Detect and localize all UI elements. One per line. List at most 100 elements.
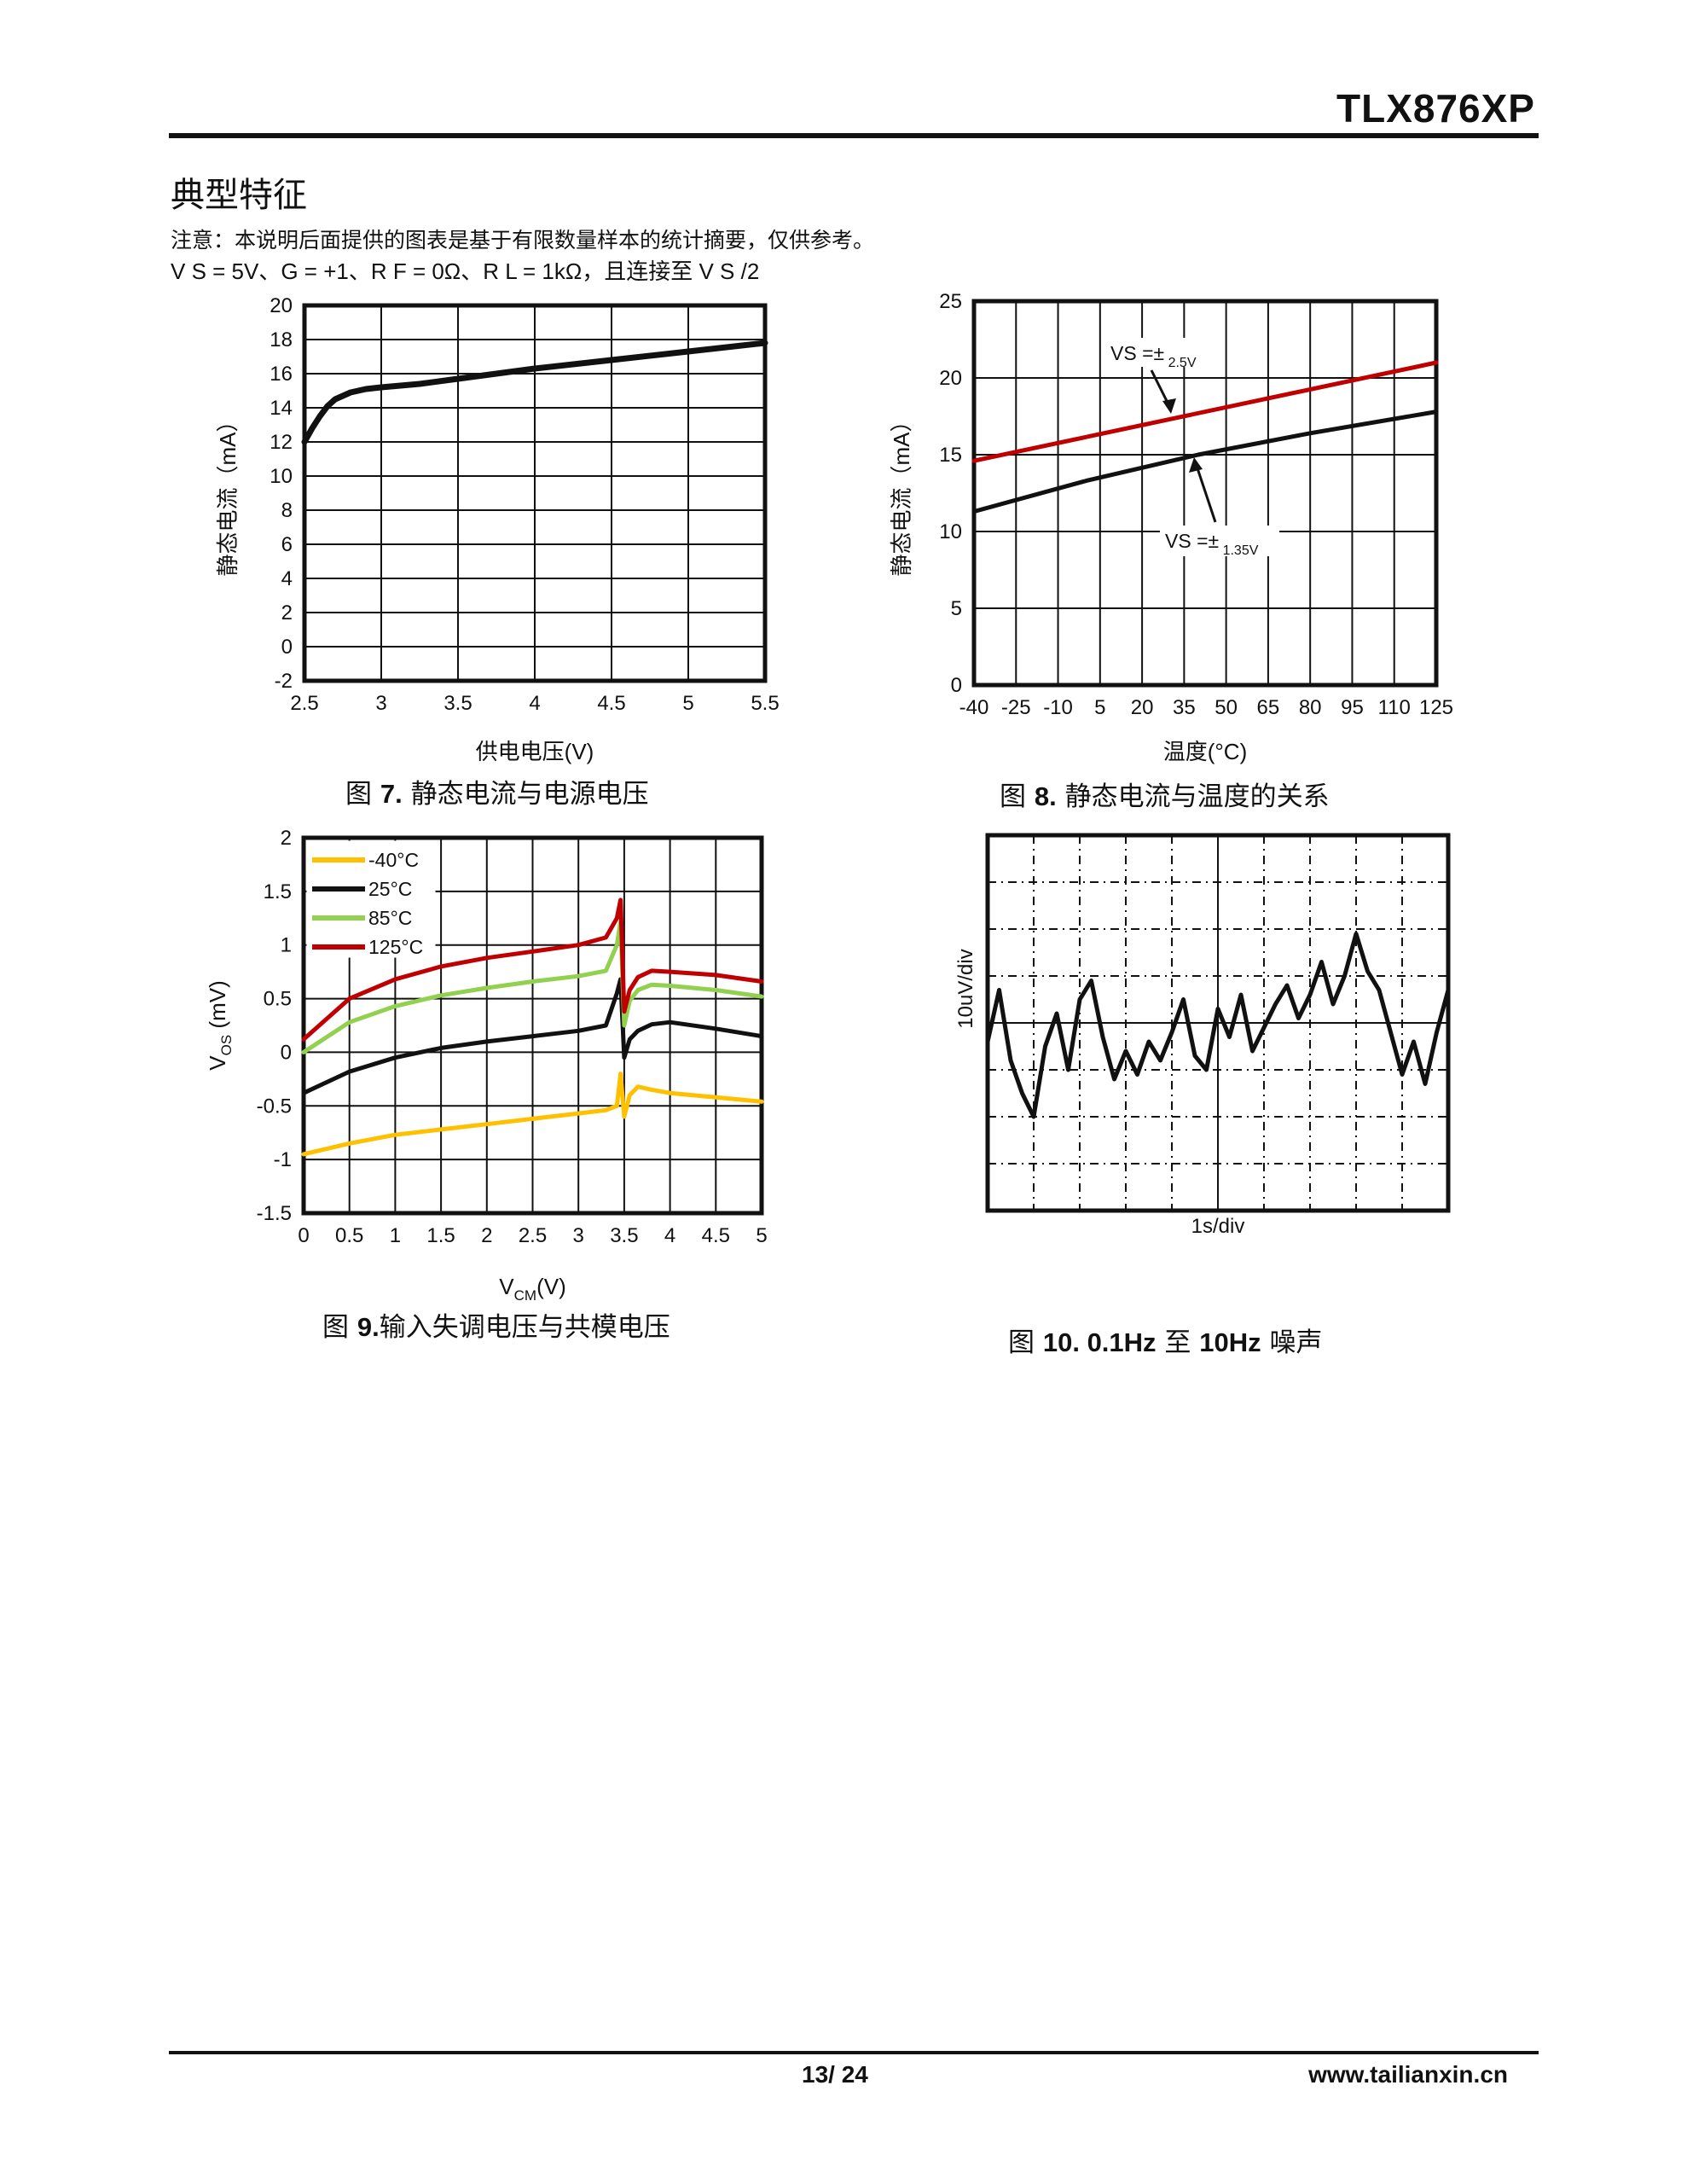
x-tick-label: 5 bbox=[682, 692, 693, 715]
y-tick-label: 2 bbox=[281, 601, 293, 624]
x-tick-label: 5 bbox=[756, 1224, 767, 1247]
y-tick-label: 1.5 bbox=[264, 880, 292, 903]
x-tick-label: 110 bbox=[1378, 696, 1411, 719]
annotation-vs-2p5v-main: VS =± bbox=[1110, 342, 1164, 364]
y-tick-label: 12 bbox=[270, 431, 293, 454]
series-line-2 bbox=[301, 919, 764, 1054]
y-tick-label: -1 bbox=[274, 1148, 292, 1171]
y-tick-label: 8 bbox=[281, 499, 293, 522]
x-tick-label: 0 bbox=[298, 1224, 309, 1247]
section-title: 典型特征 bbox=[171, 176, 307, 215]
legend-label-0: -40°C bbox=[368, 849, 419, 871]
x-tick-label: 0.5 bbox=[335, 1224, 363, 1247]
x-tick-label: 3.5 bbox=[610, 1224, 638, 1247]
y-tick-label: 18 bbox=[270, 328, 293, 351]
y-tick-label: -2 bbox=[275, 670, 293, 693]
x-tick-label: 35 bbox=[1173, 696, 1196, 719]
x-axis-title: 1s/div bbox=[1191, 1215, 1245, 1238]
y-tick-label: 16 bbox=[270, 363, 293, 386]
caption-fig8-num: 8. bbox=[1034, 781, 1057, 811]
y-tick-label: 4 bbox=[281, 567, 293, 590]
y-tick-label: 20 bbox=[270, 294, 293, 317]
x-axis-title: VCM(V) bbox=[499, 1274, 565, 1301]
series-line-0 bbox=[301, 1072, 764, 1157]
annotation-arrow-1p35v bbox=[1194, 462, 1217, 523]
annotation-vs-2p5v: VS =± 2.5V bbox=[1110, 342, 1197, 370]
y-axis-title: 10uV/div bbox=[954, 949, 977, 1028]
y-axis-title-tail: (mV) bbox=[205, 980, 230, 1035]
x-tick-label: 2 bbox=[481, 1224, 492, 1247]
website-link[interactable]: www.tailianxin.cn bbox=[1308, 2061, 1508, 2088]
x-tick-label: -40 bbox=[959, 696, 989, 719]
caption-fig10-num2: 10Hz bbox=[1199, 1327, 1261, 1357]
annotation-vs-1p35v-sub: 1.35V bbox=[1219, 543, 1259, 558]
x-tick-label: 4.5 bbox=[702, 1224, 730, 1247]
caption-fig7: 图 7. 静态电流与电源电压 bbox=[345, 772, 649, 810]
y-tick-label: 0 bbox=[281, 636, 293, 659]
part-number-header: TLX876XP bbox=[1336, 86, 1535, 131]
x-tick-label: 4 bbox=[529, 692, 540, 715]
y-tick-label: 14 bbox=[270, 397, 293, 420]
x-axis-title: 温度(°C) bbox=[1163, 739, 1248, 764]
test-conditions: V S = 5V、G = +1、R F = 0Ω、R L = 1kΩ，且连接至 … bbox=[171, 258, 760, 284]
y-tick-label: 5 bbox=[951, 597, 962, 620]
x-tick-label: 4.5 bbox=[597, 692, 625, 715]
x-axis-title: 供电电压(V) bbox=[476, 739, 594, 764]
header-rule bbox=[169, 133, 1539, 138]
y-axis-title: 静态电流（mA） bbox=[889, 410, 914, 576]
x-tick-label: 4 bbox=[664, 1224, 675, 1247]
x-tick-label: 20 bbox=[1131, 696, 1154, 719]
series-line-1 bbox=[301, 977, 764, 1095]
x-tick-label: 1 bbox=[390, 1224, 401, 1247]
caption-fig10-text: 噪声 bbox=[1261, 1327, 1323, 1358]
x-tick-label: 125 bbox=[1419, 696, 1453, 719]
caption-fig9-prefix: 图 bbox=[322, 1312, 357, 1343]
x-tick-label: 50 bbox=[1215, 696, 1238, 719]
caption-fig8-text: 静态电流与温度的关系 bbox=[1056, 781, 1330, 812]
caption-fig8: 图 8. 静态电流与温度的关系 bbox=[1000, 775, 1330, 813]
y-tick-label: 0 bbox=[281, 1041, 292, 1064]
chart-fig10-noise: 1s/div 10uV/div bbox=[954, 833, 1451, 1238]
caption-fig7-text: 静态电流与电源电压 bbox=[402, 779, 649, 810]
caption-fig8-prefix: 图 bbox=[1000, 781, 1035, 812]
x-tick-label: 2.5 bbox=[519, 1224, 547, 1247]
y-tick-label: 15 bbox=[939, 444, 962, 467]
y-tick-label: 2 bbox=[281, 827, 292, 850]
plot-frame bbox=[301, 835, 764, 1216]
annotation-bg-1p35v bbox=[1160, 526, 1279, 556]
x-axis-title-main: V bbox=[499, 1274, 514, 1299]
chart-fig8-quiescent-vs-temperature: -40 -25 -10 5 20 35 50 65 80 95 110 125 0 5 10 15 20 25 温度… bbox=[889, 290, 1453, 764]
caption-fig7-num: 7. bbox=[380, 779, 403, 809]
y-tick-label: 6 bbox=[281, 533, 293, 556]
chart-fig7-quiescent-vs-supply: 2.5 3 3.5 4 4.5 5 5.5 -2 0 2 4 6 8 10 12 14 16 18 20 供电电压(V… bbox=[215, 294, 780, 764]
x-tick-label: 5.5 bbox=[751, 692, 779, 715]
x-tick-label: 95 bbox=[1341, 696, 1364, 719]
y-tick-label: 1 bbox=[281, 934, 292, 957]
x-tick-label: 2.5 bbox=[290, 692, 318, 715]
y-tick-label: 10 bbox=[939, 520, 962, 543]
caption-fig7-prefix: 图 bbox=[345, 779, 380, 810]
caption-fig9-num: 9. bbox=[357, 1312, 380, 1342]
scope-frame bbox=[985, 833, 1451, 1213]
footer-rule bbox=[169, 2051, 1539, 2054]
x-tick-label: 80 bbox=[1299, 696, 1322, 719]
x-axis-title-sub: CM bbox=[514, 1287, 536, 1301]
caption-fig9: 图 9.输入失调电压与共模电压 bbox=[322, 1305, 670, 1344]
annotation-arrowhead-2p5v bbox=[1162, 398, 1176, 414]
y-axis-title-main: V bbox=[205, 1055, 230, 1071]
x-tick-label: 3 bbox=[573, 1224, 584, 1247]
legend-label-1: 25°C bbox=[368, 878, 412, 900]
annotation-vs-1p35v-main: VS =± bbox=[1165, 530, 1219, 552]
series-line-1 bbox=[971, 410, 1439, 514]
x-tick-label: 3 bbox=[375, 692, 386, 715]
annotation-arrowhead-1p35v bbox=[1189, 457, 1203, 473]
x-tick-label: 5 bbox=[1094, 696, 1105, 719]
y-tick-label: 20 bbox=[939, 367, 962, 390]
legend-label-3: 125°C bbox=[368, 936, 423, 958]
y-axis-title: VOS (mV) bbox=[205, 980, 235, 1070]
x-tick-label: 3.5 bbox=[443, 692, 472, 715]
y-axis-title-sub: OS bbox=[218, 1035, 235, 1056]
series-line-0 bbox=[971, 360, 1439, 463]
y-tick-label: 25 bbox=[939, 290, 962, 313]
y-tick-label: -0.5 bbox=[257, 1095, 292, 1118]
